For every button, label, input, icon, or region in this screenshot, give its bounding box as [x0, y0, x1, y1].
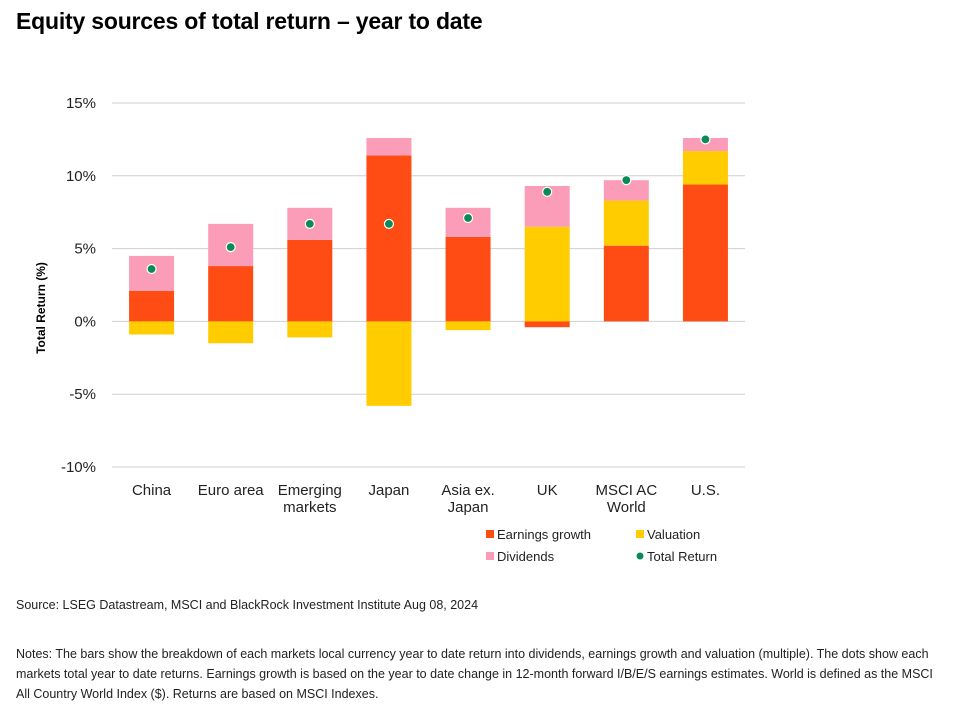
y-tick-label: 0%: [74, 313, 96, 330]
bar-earnings: [366, 155, 412, 322]
legend-swatch: [486, 530, 494, 538]
legend-swatch: [486, 552, 494, 560]
y-axis-label: Total Return (%): [34, 262, 48, 354]
x-category-label: U.S.: [691, 482, 720, 499]
y-tick-label: 10%: [66, 168, 96, 185]
bars: [129, 137, 728, 406]
bar-valuation: [208, 321, 254, 344]
bar-valuation: [603, 200, 649, 246]
y-tick-label: 5%: [74, 241, 96, 258]
page-title: Equity sources of total return – year to…: [16, 8, 483, 34]
bar-dividends: [366, 137, 412, 156]
x-category-label: Asia ex.: [441, 482, 494, 499]
total-return-dot: [621, 175, 632, 186]
total-return-dot: [542, 186, 553, 197]
legend-label: Total Return: [647, 549, 717, 564]
total-return-dot: [225, 242, 236, 253]
y-axis-ticks: 15% 10% 5% 0% -5% -10%: [61, 95, 96, 476]
bar-earnings: [445, 236, 491, 322]
total-return-dot: [462, 212, 474, 224]
total-return-dot: [383, 218, 395, 229]
bar-earnings: [208, 266, 254, 322]
bar-valuation: [682, 151, 728, 185]
total-return-dot: [304, 218, 315, 229]
bar-valuation: [524, 226, 570, 322]
legend-dot: [636, 552, 644, 560]
notes-text: Notes: The bars show the breakdown of ea…: [16, 647, 933, 701]
x-category-label: Japan: [369, 482, 410, 499]
total-return-dots: [146, 134, 711, 275]
x-category-label: Emerging: [278, 482, 342, 499]
total-return-dot: [146, 263, 157, 275]
bar-earnings: [129, 290, 175, 322]
bar-earnings: [682, 184, 728, 322]
legend-swatch: [636, 530, 644, 538]
y-tick-label: -10%: [61, 459, 96, 476]
equity-returns-chart: 15% 10% 5% 0% -5% -10% Total Return (%) China…: [34, 95, 745, 564]
bar-valuation: [366, 321, 412, 406]
x-category-label: Japan: [448, 499, 489, 516]
bar-valuation: [287, 321, 333, 338]
legend-label: Earnings growth: [497, 527, 591, 542]
y-tick-label: 15%: [66, 95, 96, 112]
x-category-label: MSCI AC: [595, 482, 657, 499]
x-category-label: Euro area: [198, 482, 265, 499]
legend-label: Valuation: [647, 527, 700, 542]
y-tick-label: -5%: [69, 386, 96, 403]
x-category-label: World: [607, 499, 646, 516]
x-category-label: UK: [537, 482, 558, 499]
source-note: Source: LSEG Datastream, MSCI and BlackR…: [16, 598, 479, 612]
bar-earnings: [287, 239, 333, 322]
bar-earnings: [603, 245, 649, 322]
x-category-label: markets: [283, 499, 336, 516]
total-return-dot: [700, 134, 711, 145]
bar-valuation: [445, 321, 491, 331]
legend-label: Dividends: [497, 549, 555, 564]
gridlines: [112, 102, 745, 468]
bar-dividends: [603, 180, 649, 201]
bar-earnings: [524, 321, 570, 328]
x-category-label: China: [132, 482, 172, 499]
legend: Earnings growth Valuation Dividends Total R…: [486, 527, 717, 564]
bar-valuation: [129, 321, 175, 335]
